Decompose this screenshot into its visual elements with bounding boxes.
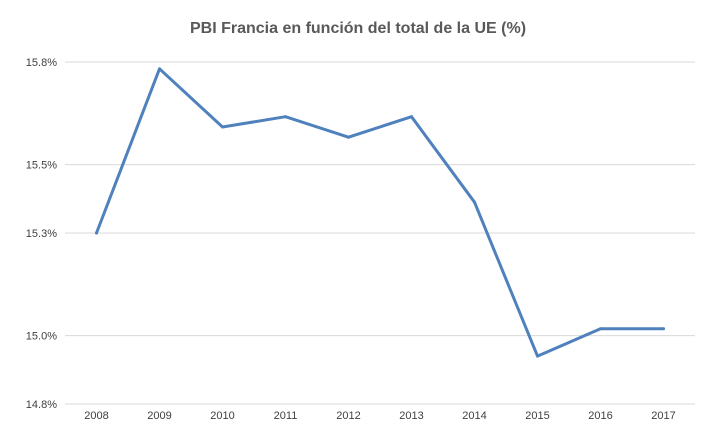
x-tick-label: 2009 bbox=[147, 410, 171, 422]
data-point bbox=[599, 327, 602, 331]
y-tick-label: 15.3% bbox=[26, 228, 57, 240]
y-tick-label: 15.5% bbox=[26, 160, 57, 172]
x-tick-label: 2017 bbox=[651, 410, 675, 422]
x-tick-label: 2015 bbox=[525, 410, 549, 422]
data-point bbox=[95, 231, 98, 235]
x-tick-label: 2016 bbox=[588, 410, 612, 422]
series-line bbox=[95, 67, 665, 358]
y-tick-label: 15.0% bbox=[26, 331, 57, 343]
data-point bbox=[158, 67, 161, 71]
data-point bbox=[347, 135, 350, 139]
x-tick-label: 2008 bbox=[84, 410, 108, 422]
data-point bbox=[284, 115, 287, 119]
x-tick-label: 2014 bbox=[462, 410, 486, 422]
y-tick-label: 15.8% bbox=[26, 57, 57, 69]
data-point bbox=[662, 327, 665, 331]
data-point bbox=[410, 115, 413, 119]
x-tick-label: 2011 bbox=[274, 410, 298, 422]
y-tick-label: 14.8% bbox=[26, 399, 57, 411]
x-tick-label: 2010 bbox=[210, 410, 234, 422]
x-tick-label: 2013 bbox=[399, 410, 423, 422]
data-point bbox=[473, 200, 476, 204]
x-tick-label: 2012 bbox=[336, 410, 360, 422]
data-point bbox=[536, 354, 539, 358]
chart-title: PBI Francia en función del total de la U… bbox=[189, 20, 527, 37]
data-point bbox=[221, 125, 224, 129]
